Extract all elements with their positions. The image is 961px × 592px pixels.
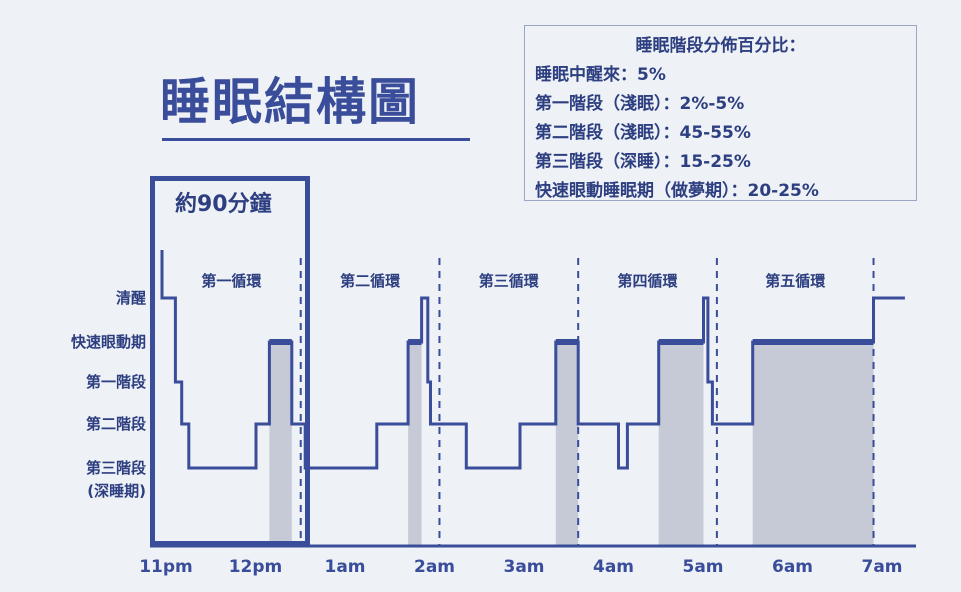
x-tick-label-7am: 7am bbox=[861, 557, 902, 577]
y-label-n2: 第二階段 bbox=[86, 415, 146, 433]
rem-shade-1 bbox=[269, 342, 292, 546]
y-label-rem: 快速眼動期 bbox=[71, 333, 146, 351]
x-tick-label-4am: 4am bbox=[593, 557, 634, 577]
legend-row-stage3: 第三階段（深睡）：15-25% bbox=[535, 152, 751, 172]
legend-row-stage2: 第二階段（淺眠）：45-55% bbox=[535, 123, 751, 143]
rem-shade-5 bbox=[752, 342, 874, 546]
page-title: 睡眠結構圖 bbox=[160, 73, 420, 131]
legend-row-stage1: 第一階段（淺眠）：2%-5% bbox=[535, 94, 745, 114]
legend-title: 睡眠階段分佈百分比： bbox=[635, 36, 806, 56]
x-tick-label-2am: 2am bbox=[414, 557, 455, 577]
x-tick-label-12pm: 12pm bbox=[229, 557, 283, 577]
x-tick-label-5am: 5am bbox=[682, 557, 723, 577]
y-label-awake: 清醒 bbox=[116, 289, 146, 307]
cycle-label-1: 第一循環 bbox=[201, 272, 262, 290]
x-tick-label-11pm: 11pm bbox=[139, 557, 193, 577]
x-tick-label-6am: 6am bbox=[772, 557, 813, 577]
hypnogram-line bbox=[160, 250, 905, 470]
cycle-label-4: 第四循環 bbox=[618, 272, 679, 290]
x-tick-label-3am: 3am bbox=[503, 557, 544, 577]
y-label-n3-sub: (深睡期) bbox=[87, 482, 146, 500]
cycle-label-2: 第二循環 bbox=[340, 272, 401, 290]
y-label-n1: 第一階段 bbox=[86, 373, 146, 391]
x-tick-label-1am: 1am bbox=[324, 557, 365, 577]
legend-row-awake: 睡眠中醒來：5% bbox=[535, 65, 666, 85]
cycle-label-5: 第五循環 bbox=[765, 272, 826, 290]
legend-row-rem: 快速眼動睡眠期（做夢期）：20-25% bbox=[535, 181, 819, 201]
title-underline bbox=[162, 138, 470, 141]
rem-shade-3 bbox=[555, 342, 579, 546]
rem-shade-4 bbox=[658, 342, 704, 546]
first-cycle-highlight-box bbox=[150, 176, 310, 546]
y-label-n3: 第三階段 bbox=[86, 459, 146, 477]
cycle-duration-label: 約90分鐘 bbox=[175, 192, 272, 217]
cycle-label-3: 第三循環 bbox=[479, 272, 540, 290]
stage-percentage-legend: 睡眠階段分佈百分比： 睡眠中醒來：5% 第一階段（淺眠）：2%-5% 第二階段（… bbox=[524, 25, 917, 201]
rem-shade-2 bbox=[408, 342, 422, 546]
